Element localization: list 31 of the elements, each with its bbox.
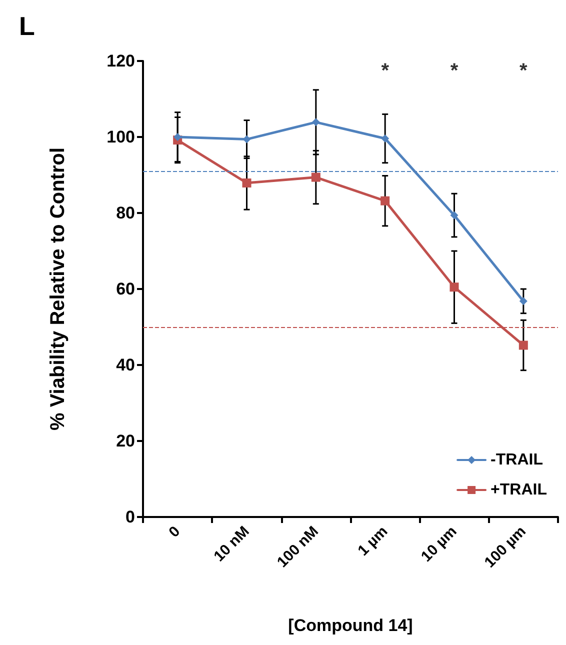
x-tick-label: 10 nM (210, 522, 253, 566)
legend-label: +TRAIL (490, 482, 548, 498)
point (450, 282, 459, 292)
y-tick-label: 40 (116, 356, 135, 374)
y-tick-label: 60 (116, 280, 135, 298)
point (311, 172, 320, 182)
x-tick-label: 100 nM (274, 522, 322, 571)
y-tick-label: 100 (106, 128, 135, 146)
annotation: * (450, 60, 458, 82)
point (381, 134, 390, 143)
y-axis-title: % Viability Relative to Control (47, 147, 69, 431)
annotation: * (520, 60, 528, 82)
legend-label: -TRAIL (490, 452, 544, 468)
point (519, 297, 528, 306)
x-tick-label: 10 µm (418, 522, 460, 566)
x-tick-label: 100 µm (481, 522, 530, 572)
y-tick-label: 0 (126, 508, 135, 526)
x-tick-label: 0 (166, 522, 184, 541)
point (450, 211, 458, 220)
annotation: * (381, 60, 390, 82)
y-tick-label: 20 (116, 432, 135, 450)
point (242, 178, 252, 188)
x-axis-title: [Compound 14] (288, 616, 413, 635)
chart-title: L (19, 11, 35, 41)
y-tick-label: 80 (116, 204, 135, 222)
y-tick-label: 120 (106, 52, 135, 70)
point (312, 118, 320, 126)
point (242, 135, 251, 144)
point (518, 340, 528, 350)
x-tick-label: 1 µm (354, 522, 392, 560)
point (380, 196, 390, 206)
